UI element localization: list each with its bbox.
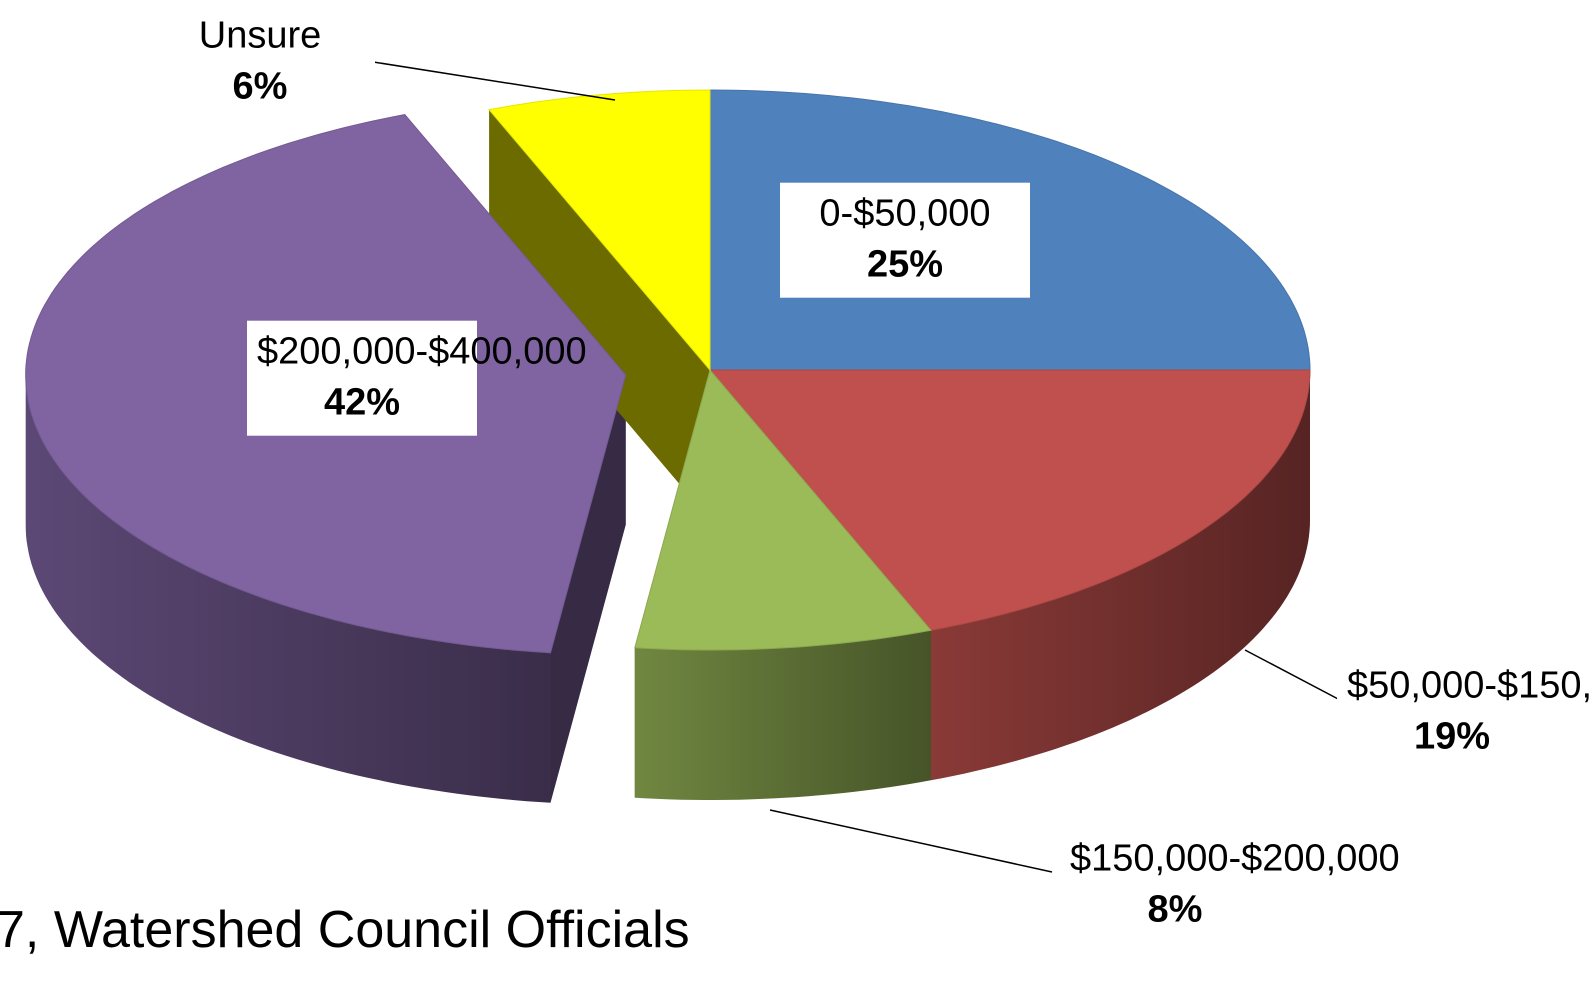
leader-line xyxy=(769,809,1053,873)
leader-line xyxy=(1244,649,1341,701)
category-label: $150,000-$200,000 xyxy=(1070,837,1400,880)
chart-title: 7, Watershed Council Officials xyxy=(0,901,690,959)
value-label: 19% xyxy=(1413,716,1491,758)
data-label: $200,000-$400,000 42% xyxy=(247,320,587,436)
category-label: 0-$50,000 xyxy=(819,192,991,235)
slice xyxy=(488,89,711,372)
slice xyxy=(634,368,932,651)
slice-side xyxy=(634,630,931,800)
data-label: $50,000-$150,000 19% xyxy=(1337,654,1590,770)
category-label: $200,000-$400,000 xyxy=(257,330,587,373)
data-label: Unsure 6% xyxy=(145,4,375,120)
value-label: 25% xyxy=(866,244,944,286)
slice-side xyxy=(930,370,1310,781)
slice-side xyxy=(25,375,551,803)
slice xyxy=(708,369,1311,631)
slice-face xyxy=(489,109,710,520)
data-label: 0-$50,000 25% xyxy=(780,182,1030,298)
leader-line xyxy=(347,57,616,101)
category-label: Unsure xyxy=(198,14,322,57)
value-label: 8% xyxy=(1147,889,1203,931)
value-label: 6% xyxy=(232,66,288,108)
value-label: 42% xyxy=(323,382,401,424)
data-label: $150,000-$200,000 8% xyxy=(1060,827,1400,943)
category-label: $50,000-$150,000 xyxy=(1347,664,1590,707)
